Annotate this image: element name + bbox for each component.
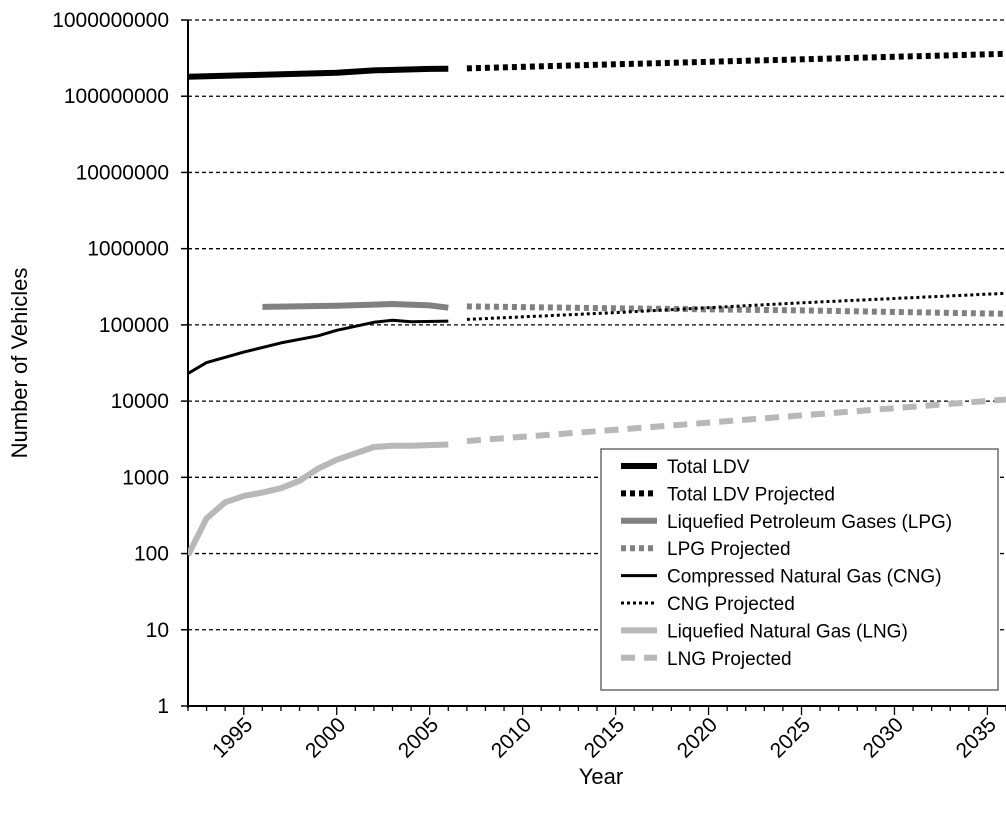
legend-label: Total LDV Projected — [667, 484, 835, 505]
series-line-1 — [466, 50, 1006, 72]
y-tick-label: 100000 — [99, 314, 169, 337]
legend-label: LNG Projected — [667, 649, 792, 670]
series-line-4 — [188, 318, 449, 375]
x-tick-label: 2025 — [766, 713, 815, 762]
x-tick-label: 2010 — [487, 713, 536, 762]
series-lines — [188, 50, 1006, 557]
x-tick-label: 2030 — [859, 713, 908, 762]
legend-label: Liquefied Petroleum Gases (LPG) — [667, 512, 952, 533]
legend-label: CNG Projected — [667, 594, 795, 615]
y-tick-label: 10 — [146, 619, 169, 642]
y-tick-label: 10000000 — [76, 161, 169, 184]
series-line-2 — [262, 301, 449, 311]
legend-label: Liquefied Natural Gas (LNG) — [667, 621, 908, 642]
gridlines — [188, 19, 1006, 631]
y-tick-label: 1000 — [122, 466, 169, 489]
series-line-3 — [466, 303, 1006, 317]
x-tick-label: 2005 — [394, 713, 443, 762]
legend-box — [600, 448, 999, 691]
y-tick-label: 100 — [134, 543, 169, 566]
series-line-7 — [466, 396, 1006, 444]
x-tick-label: 2035 — [952, 713, 1001, 762]
y-tick-label: 1000000 — [87, 238, 169, 261]
series-line-6 — [188, 441, 449, 557]
y-tick-label: 1000000000 — [52, 9, 169, 32]
y-tick-label: 1 — [157, 695, 169, 718]
legend-label: Compressed Natural Gas (CNG) — [667, 567, 942, 588]
y-axis-title: Number of Vehicles — [7, 268, 32, 459]
x-tick-label: 2000 — [301, 713, 350, 762]
x-axis-title: Year — [579, 764, 623, 789]
series-line-0 — [188, 65, 449, 80]
y-tick-label: 10000 — [111, 390, 169, 413]
x-tick-label: 2020 — [673, 713, 722, 762]
legend: Total LDV Total LDV Projected Liquefied Pe… — [600, 448, 999, 691]
x-tick-label: 2015 — [580, 713, 629, 762]
legend-label: LPG Projected — [667, 539, 791, 560]
y-tick-label: 100000000 — [64, 85, 169, 108]
x-tick-label: 1995 — [208, 713, 257, 762]
legend-label: Total LDV — [667, 457, 750, 478]
axes — [181, 19, 1006, 715]
series-line-5 — [466, 291, 1006, 321]
